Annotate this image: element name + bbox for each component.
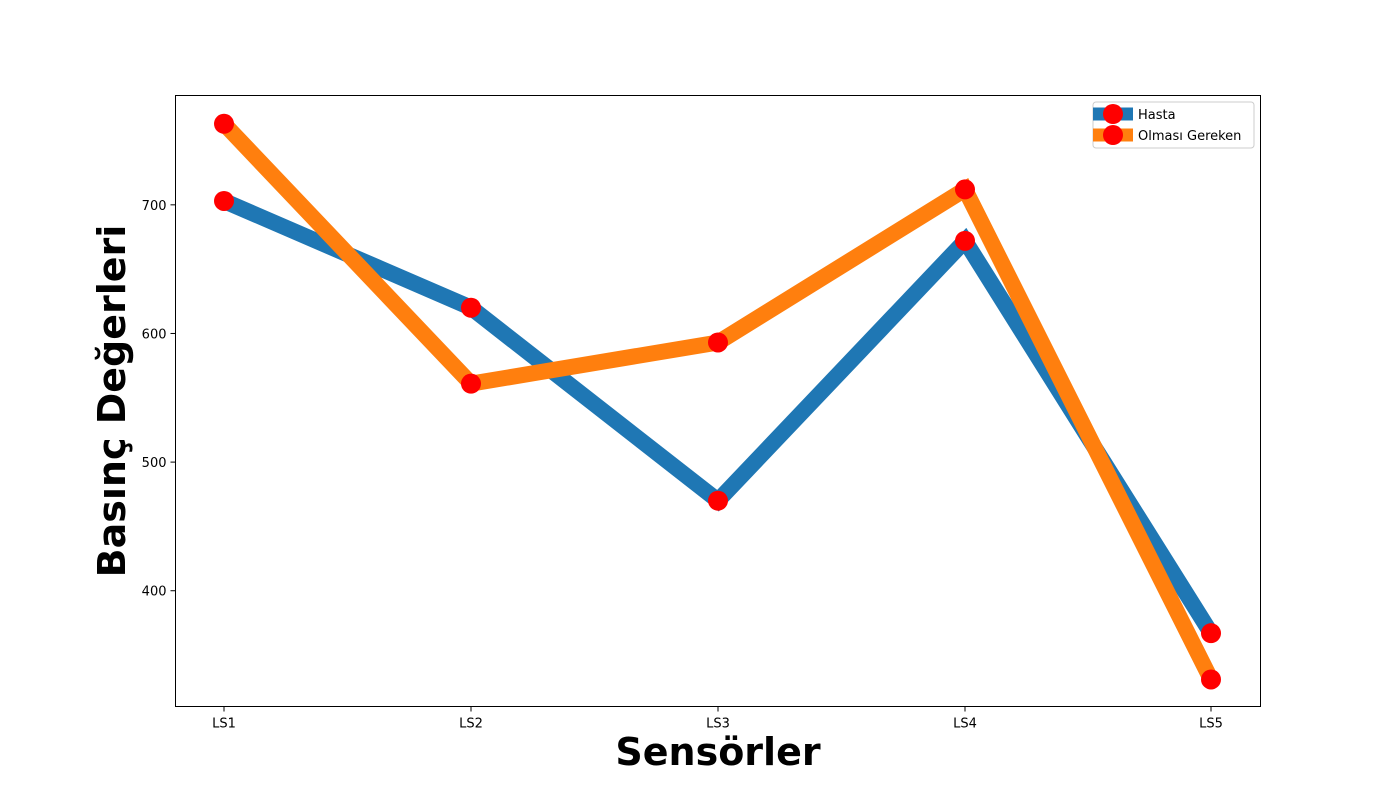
x-tick-label: LS4 [953,717,977,732]
data-point-olmasi-gereken-ls2 [461,373,481,394]
x-axis-title: Sensörler [615,730,820,774]
legend-swatch-marker-olmasi-gereken [1103,125,1123,145]
y-tick-label: 700 [142,199,167,214]
legend-swatch-marker-hasta [1103,104,1123,124]
y-axis-title: Basınç Değerleri [90,225,134,578]
x-tick-label: LS5 [1199,717,1223,732]
data-point-hasta-ls1 [214,190,234,211]
data-point-olmasi-gereken-ls1 [214,113,234,134]
data-point-hasta-ls2 [461,297,481,318]
legend: Hasta Olması Gereken [1092,101,1255,149]
legend-label-hasta: Hasta [1138,108,1176,123]
legend-label-olmasi-gereken: Olması Gereken [1138,129,1241,144]
series-markers [214,113,1221,690]
x-tick-label: LS2 [459,717,483,732]
data-point-olmasi-gereken-ls4 [955,179,975,200]
data-point-hasta-ls3 [708,490,728,511]
x-tick-label: LS3 [706,717,730,732]
legend-box [1092,101,1255,149]
x-tick-label: LS1 [212,717,236,732]
y-tick-label: 400 [142,585,167,600]
data-point-olmasi-gereken-ls5 [1201,669,1221,690]
y-tick-label: 500 [142,456,167,471]
data-point-hasta-ls5 [1201,623,1221,644]
data-point-hasta-ls4 [955,230,975,251]
y-axis: 400 500 600 700 [142,199,176,600]
y-tick-label: 600 [142,327,167,342]
x-axis: LS1 LS2 LS3 LS4 LS5 [212,706,1223,732]
data-point-olmasi-gereken-ls3 [708,332,728,353]
